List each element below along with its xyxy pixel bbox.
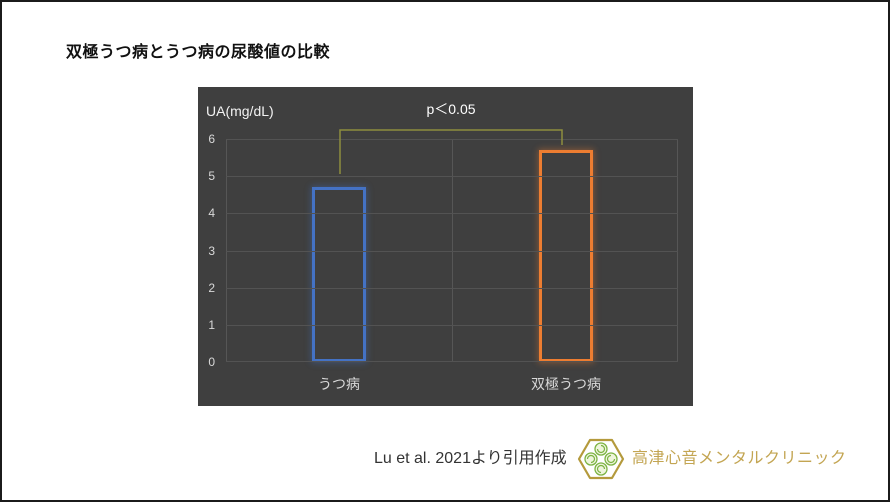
gridline [226, 361, 678, 362]
gridline [226, 324, 678, 326]
gridline [226, 176, 678, 178]
bar-bipolar-depression [539, 150, 593, 362]
plot-area [226, 139, 678, 362]
y-tick-label: 1 [208, 317, 215, 332]
gridline [226, 139, 678, 140]
y-axis-ticks: 0 1 2 3 4 5 6 [198, 132, 220, 369]
x-category-label: うつ病 [318, 376, 360, 392]
gridline [226, 250, 678, 252]
y-tick-label: 5 [208, 169, 215, 184]
y-tick-label: 3 [208, 243, 215, 258]
x-category-label: 双極うつ病 [531, 376, 601, 392]
citation-caption: Lu et al. 2021より引用作成 [374, 450, 567, 467]
y-tick-label: 6 [208, 132, 215, 146]
page-title: 双極うつ病とうつ病の尿酸値の比較 [66, 44, 331, 61]
y-tick-label: 4 [208, 206, 215, 221]
y-tick-label: 0 [208, 355, 215, 369]
x-axis-labels: うつ病 双極うつ病 [226, 374, 678, 394]
y-axis-title: UA(mg/dL) [206, 103, 274, 119]
p-value-label: p＜0.05 [426, 101, 476, 117]
bar-depression [312, 187, 366, 362]
clinic-logo-icon [577, 438, 625, 480]
chart-panel: UA(mg/dL) 0 1 2 3 4 5 6 うつ病 双極うつ病 p＜0.05 [198, 87, 693, 406]
y-tick-label: 2 [208, 280, 215, 295]
gridline [226, 213, 678, 215]
clinic-name: 高津心音メンタルクリニック [632, 450, 847, 467]
gridline [226, 287, 678, 289]
